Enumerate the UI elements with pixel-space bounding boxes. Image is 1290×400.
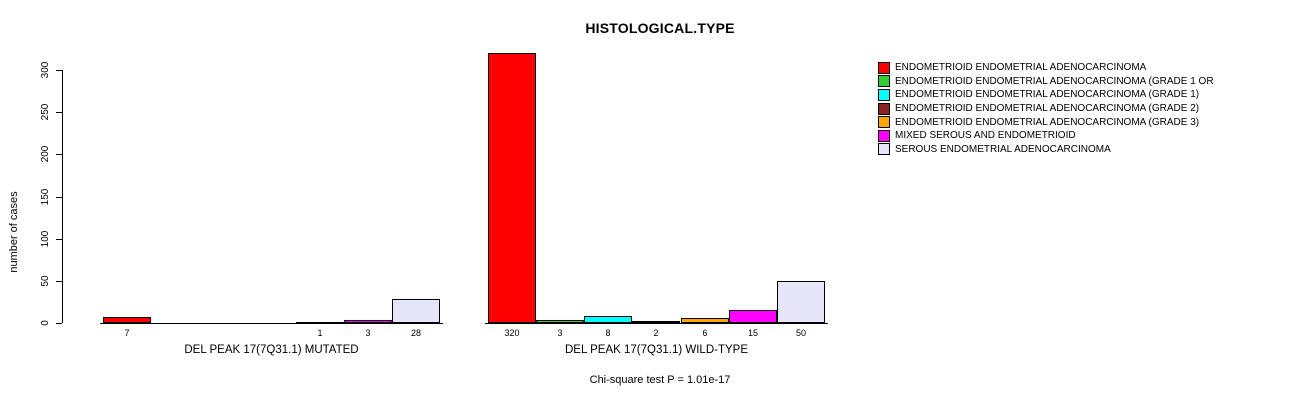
y-tick-label: 100 [40, 230, 51, 247]
bar-value-label: 2 [653, 328, 659, 338]
y-tick-mark [56, 238, 62, 240]
legend-item: ENDOMETRIOID ENDOMETRIAL ADENOCARCINOMA … [878, 102, 1214, 116]
y-tick-label: 0 [40, 320, 51, 326]
y-tick-mark [56, 280, 62, 282]
legend-swatch [878, 143, 890, 156]
bar [632, 321, 680, 323]
legend: ENDOMETRIOID ENDOMETRIAL ADENOCARCINOMA E… [878, 61, 1214, 156]
bar-value-label: 320 [504, 328, 520, 338]
bar [103, 317, 151, 323]
y-tick-mark [56, 323, 62, 324]
chart-title: HISTOLOGICAL.TYPE [585, 20, 735, 36]
y-tick-mark [56, 196, 62, 198]
bar-value-label: 8 [605, 328, 611, 338]
chi-square-footnote: Chi-square test P = 1.01e-17 [589, 374, 731, 386]
bar [392, 299, 440, 323]
bar [729, 310, 777, 323]
bar [681, 318, 729, 323]
legend-label: ENDOMETRIOID ENDOMETRIAL ADENOCARCINOMA … [895, 116, 1200, 128]
bar [296, 322, 344, 324]
legend-item: ENDOMETRIOID ENDOMETRIAL ADENOCARCINOMA [878, 61, 1214, 75]
legend-item: ENDOMETRIOID ENDOMETRIAL ADENOCARCINOMA … [878, 75, 1214, 89]
legend-label: MIXED SEROUS AND ENDOMETRIOID [895, 130, 1076, 142]
legend-item: ENDOMETRIOID ENDOMETRIAL ADENOCARCINOMA … [878, 115, 1214, 129]
bar-value-label: 15 [747, 328, 758, 338]
bar-value-label: 1 [317, 328, 323, 338]
y-tick-label: 300 [40, 61, 51, 79]
bar-value-label: 3 [557, 328, 563, 338]
legend-label: ENDOMETRIOID ENDOMETRIAL ADENOCARCINOMA [895, 62, 1147, 74]
legend-label: ENDOMETRIOID ENDOMETRIAL ADENOCARCINOMA … [895, 89, 1200, 101]
bar-value-label: 6 [702, 328, 708, 338]
legend-label: SEROUS ENDOMETRIAL ADENOCARCINOMA [895, 143, 1111, 155]
bar [584, 316, 632, 323]
legend-label: ENDOMETRIOID ENDOMETRIAL ADENOCARCINOMA … [895, 103, 1200, 115]
y-tick-label: 50 [40, 275, 51, 287]
bar [344, 320, 392, 323]
legend-swatch [878, 75, 890, 88]
bar-value-label: 3 [365, 328, 371, 338]
group-label: DEL PEAK 17(7Q31.1) WILD-TYPE [564, 344, 748, 356]
legend-label: ENDOMETRIOID ENDOMETRIAL ADENOCARCINOMA … [895, 75, 1214, 87]
group-label: DEL PEAK 17(7Q31.1) MUTATED [184, 344, 359, 356]
legend-item: SEROUS ENDOMETRIAL ADENOCARCINOMA [878, 143, 1214, 157]
bar-value-label: 7 [124, 328, 130, 338]
legend-swatch [878, 61, 890, 74]
y-tick-mark [56, 70, 62, 71]
bar [536, 320, 584, 323]
group-baseline [485, 323, 828, 324]
legend-item: ENDOMETRIOID ENDOMETRIAL ADENOCARCINOMA … [878, 88, 1214, 102]
bar-value-label: 50 [795, 328, 806, 338]
y-tick-mark [56, 112, 62, 114]
y-axis-line [62, 70, 63, 323]
group-baseline [100, 323, 443, 324]
legend-swatch [878, 129, 890, 142]
y-axis-title: number of cases [8, 190, 20, 273]
bar [777, 281, 825, 323]
y-tick-mark [56, 154, 62, 156]
legend-item: MIXED SEROUS AND ENDOMETRIOID [878, 129, 1214, 143]
bar-value-label: 28 [410, 328, 421, 338]
y-tick-label: 250 [40, 103, 51, 121]
y-tick-label: 200 [40, 145, 51, 163]
legend-swatch [878, 88, 890, 101]
legend-swatch [878, 116, 890, 129]
y-tick-label: 150 [40, 188, 51, 205]
legend-swatch [878, 102, 890, 115]
bar [488, 53, 536, 323]
